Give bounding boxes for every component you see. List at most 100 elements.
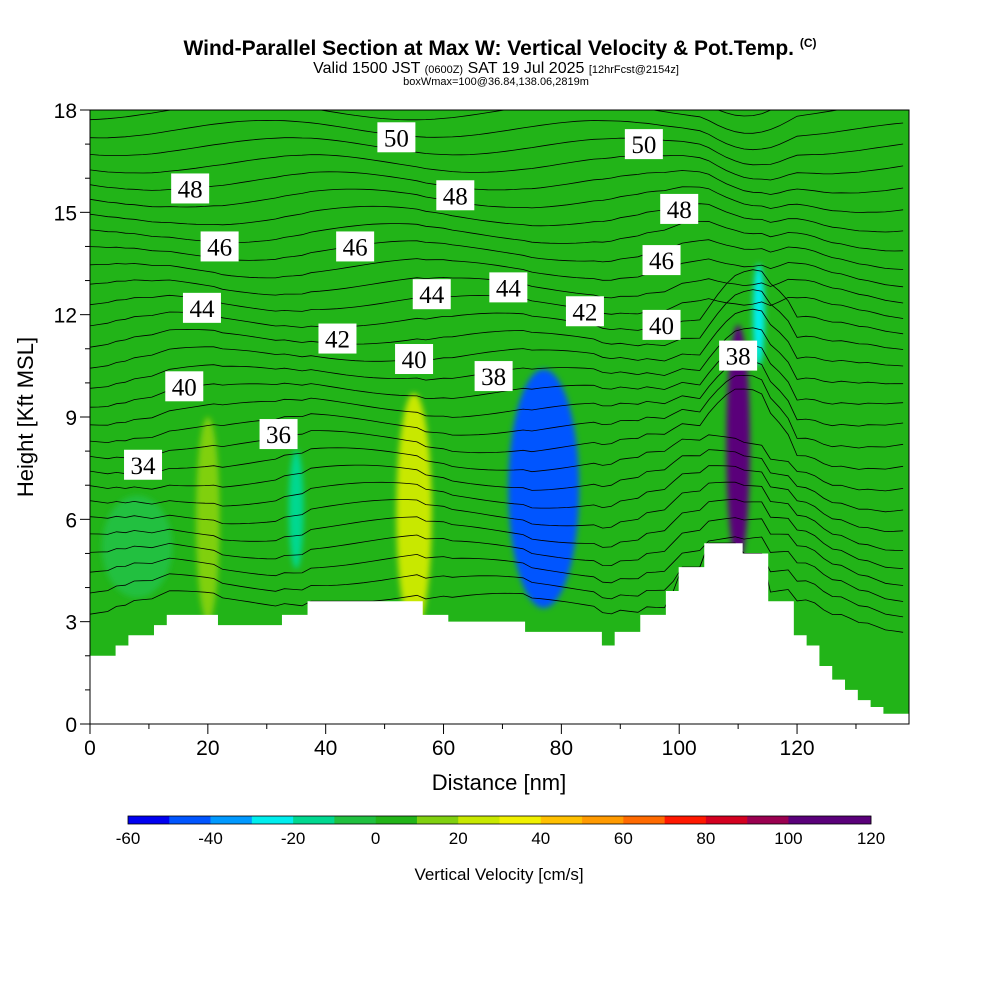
box-info: boxWmax=100@36.84,138.06,2819m <box>403 76 589 88</box>
theta-contour-line <box>90 536 904 602</box>
theta-label: 50 <box>624 129 663 160</box>
theta-contour-line <box>90 308 904 369</box>
theta-label-text: 36 <box>266 422 291 449</box>
colorbar-tick-label: 80 <box>696 829 715 848</box>
colorbar-frame <box>127 815 872 825</box>
colorbar: -60 -40 -20 0 20 40 60 80 100 120 <box>116 815 885 848</box>
theta-label-box <box>259 419 298 450</box>
theta-label-box <box>165 371 204 402</box>
theta-label-text: 38 <box>726 344 751 371</box>
theta-contour-line <box>90 449 904 513</box>
theta-label-text: 44 <box>189 296 215 323</box>
y-tick-label: 9 <box>65 407 77 430</box>
theta-contour-line <box>90 465 904 533</box>
theta-label: 38 <box>474 361 513 392</box>
theta-label-text: 40 <box>172 374 197 401</box>
y-tick-label: 18 <box>54 100 77 123</box>
theta-label: 40 <box>642 309 681 340</box>
colorbar-tick-label: 100 <box>774 829 802 848</box>
theta-contour-line <box>90 498 904 569</box>
theta-label-text: 48 <box>667 197 692 224</box>
y-tick-label: 12 <box>54 305 77 328</box>
plot-area: 34 36 38 38 40 40 40 42 42 44 44 44 46 46 46 48 48 48 50 50 <box>89 109 910 725</box>
terrain <box>90 543 909 724</box>
x-axis-label: Distance [nm] <box>432 770 567 795</box>
theta-contour-line <box>90 434 904 492</box>
x-tick-label: 20 <box>196 737 219 760</box>
theta-contour-line <box>90 119 904 151</box>
theta-contour-line <box>90 269 904 335</box>
theta-contour-line <box>90 374 904 449</box>
chart-title-text: Wind-Parallel Section at Max W: Vertical… <box>183 37 794 60</box>
x-tick-label: 40 <box>314 737 337 760</box>
theta-label-box <box>412 279 451 310</box>
theta-label: 48 <box>436 180 475 211</box>
theta-contour-line <box>90 110 840 134</box>
theta-label-text: 40 <box>649 313 674 340</box>
theta-contour-line <box>90 360 904 427</box>
colorbar-swatch <box>747 816 789 824</box>
colorbar-swatch <box>623 816 665 824</box>
x-tick-label: 60 <box>432 737 455 760</box>
theta-label: 34 <box>124 449 163 480</box>
theta-label: 42 <box>318 323 357 354</box>
colorbar-tick-label: 60 <box>614 829 633 848</box>
y-tick-label: 0 <box>65 714 77 737</box>
y-axis: 0 3 6 9 12 15 18 <box>54 100 90 737</box>
y-axis-label: Height [Kft MSL] <box>13 337 38 497</box>
w-feature-3 <box>396 393 432 632</box>
theta-label-text: 46 <box>343 234 368 261</box>
chart-subtitle: Valid 1500 JST (0600Z) SAT 19 Jul 2025 [… <box>0 60 996 78</box>
theta-contour-line <box>90 203 904 233</box>
theta-label: 44 <box>182 292 221 323</box>
theta-contour-line <box>90 388 904 470</box>
theta-label-box <box>642 245 681 276</box>
theta-label-box <box>436 180 475 211</box>
y-tick-label: 3 <box>65 612 77 635</box>
theta-label-box <box>182 292 221 323</box>
theta-label-box <box>336 231 375 262</box>
valid-date: SAT 19 Jul 2025 <box>467 60 585 77</box>
theta-contour-line <box>90 517 904 586</box>
theta-label: 40 <box>165 371 204 402</box>
theta-label-box <box>660 193 699 224</box>
theta-label: 42 <box>565 296 604 327</box>
colorbar-swatch <box>375 816 418 824</box>
colorbar-swatch <box>705 816 748 824</box>
chart-title: Wind-Parallel Section at Max W: Vertical… <box>0 36 1000 61</box>
theta-contour-line <box>90 258 904 288</box>
colorbar-swatch <box>458 816 500 824</box>
colorbar-swatch <box>499 816 542 824</box>
theta-label: 38 <box>719 340 758 371</box>
colorbar-tick-label: 20 <box>449 829 468 848</box>
utc-time: (0600Z) <box>424 64 464 76</box>
theta-label: 48 <box>171 173 210 204</box>
colorbar-swatch <box>128 816 170 824</box>
colorbar-swatch <box>540 816 583 824</box>
theta-label-text: 44 <box>419 282 445 309</box>
theta-label: 44 <box>412 279 451 310</box>
theta-contour-line <box>90 186 904 214</box>
colorbar-swatch <box>416 816 459 824</box>
w-feature-4 <box>508 369 580 609</box>
copyright-mark: (C) <box>799 36 817 50</box>
x-tick-label: 0 <box>84 737 96 760</box>
colorbar-swatch <box>293 816 335 824</box>
theta-label-box <box>565 296 604 327</box>
theta-label-text: 46 <box>207 234 232 261</box>
theta-label-text: 38 <box>481 364 506 391</box>
theta-label: 46 <box>642 245 681 276</box>
w-feature-6 <box>752 263 765 366</box>
colorbar-swatch <box>210 816 253 824</box>
colorbar-swatch <box>788 816 831 824</box>
theta-label: 36 <box>259 419 298 450</box>
colorbar-tick-label: -40 <box>198 829 223 848</box>
theta-label: 48 <box>660 193 699 224</box>
theta-label-box <box>318 323 357 354</box>
colorbar-swatch <box>664 816 707 824</box>
theta-contour-line <box>90 344 904 408</box>
forecast-info: [12hrFcst@2154z] <box>588 64 679 76</box>
colorbar-tick-label: 120 <box>857 829 885 848</box>
w-feature-5 <box>726 324 750 564</box>
